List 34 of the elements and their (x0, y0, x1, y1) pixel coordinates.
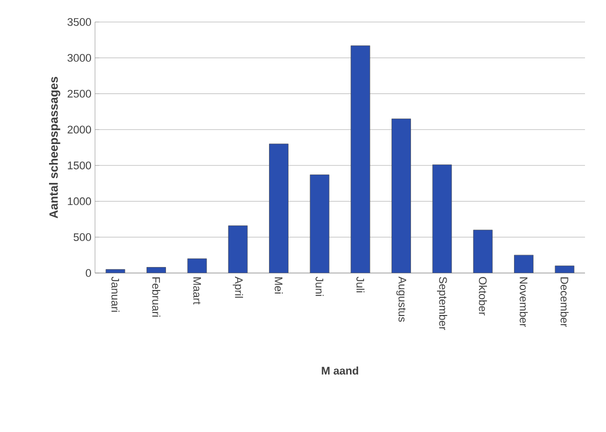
x-tick-label: April (232, 276, 244, 298)
y-tick-label: 1000 (68, 197, 92, 206)
bar (310, 174, 330, 274)
bar (350, 45, 370, 274)
bar (146, 267, 166, 274)
bar (106, 269, 126, 274)
y-tick-label: 1500 (68, 162, 92, 170)
y-tick-label: 500 (74, 233, 92, 242)
x-tick-label: Oktober (478, 277, 487, 316)
x-tick-label: September (436, 277, 448, 330)
bar (187, 258, 207, 274)
bar (228, 225, 248, 274)
y-tick-label: 3000 (68, 54, 92, 62)
x-axis-title: M aand (322, 366, 358, 375)
y-axis-title: Aantal scheepspassages (49, 76, 60, 218)
bar (269, 144, 288, 274)
y-tick-label: 2500 (68, 90, 92, 98)
y-tick-label: 2000 (68, 126, 92, 134)
bar (473, 230, 493, 274)
bar (432, 164, 452, 274)
y-tick-label: 3500 (68, 18, 92, 26)
x-tick-label: Juli (356, 276, 364, 292)
bar (514, 254, 534, 274)
x-tick-label: Maart (193, 277, 201, 304)
x-tick-label: December (560, 277, 569, 327)
x-tick-label: Augustus (396, 276, 406, 322)
bar (554, 266, 574, 274)
x-tick-label: Mei (274, 277, 283, 294)
x-tick-label: November (520, 277, 528, 327)
bar (392, 118, 411, 274)
x-tick-label: Januari (111, 276, 120, 312)
x-tick-label: Februari (152, 277, 160, 317)
y-tick-label: 0 (86, 269, 92, 277)
x-tick-label: Juni (316, 276, 324, 296)
